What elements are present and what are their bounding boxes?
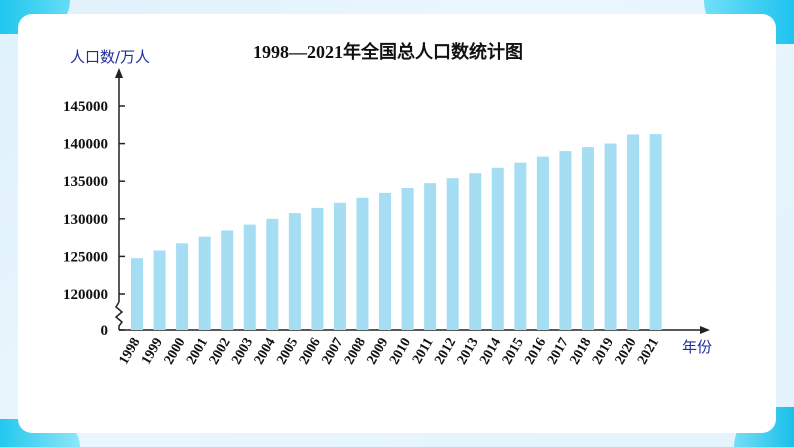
x-tick-label: 2001: [184, 336, 211, 368]
bar-1998: [131, 258, 143, 330]
bar-2003: [243, 224, 256, 330]
x-tick-label: 2019: [590, 336, 617, 368]
y-tick-label: 145000: [63, 99, 108, 115]
x-tick-label: 2002: [207, 336, 234, 368]
bar-2020: [627, 134, 640, 330]
x-tick-label: 2014: [477, 336, 504, 368]
bar-2017: [559, 151, 572, 330]
bar-2009: [379, 192, 392, 330]
x-tick-label: 2003: [229, 336, 256, 368]
bar-2021: [649, 134, 662, 330]
bar-2002: [221, 230, 234, 330]
y-axis-label: 人口数/万人: [70, 48, 150, 66]
x-tick-label: 2011: [410, 336, 437, 367]
bar-2014: [491, 167, 504, 330]
bar-1999: [153, 250, 166, 330]
bar-2004: [266, 218, 279, 330]
y-tick-label: 130000: [63, 212, 108, 228]
x-tick-label: 2000: [162, 336, 189, 368]
x-tick-label: 2018: [567, 336, 594, 368]
x-axis-label: 年份: [682, 338, 712, 356]
x-tick-label: 1998: [116, 336, 143, 368]
bar-2008: [356, 197, 369, 330]
x-tick-label: 2010: [387, 336, 414, 368]
y-axis-arrow: [115, 68, 123, 78]
x-tick-label: 2017: [545, 336, 572, 368]
x-tick-label: 2015: [500, 336, 527, 368]
x-tick-label: 2006: [297, 336, 324, 368]
x-tick-label: 1999: [139, 336, 166, 368]
y-tick-label: 125000: [63, 249, 108, 265]
y-tick-label: 0: [101, 323, 109, 339]
x-tick-label: 2013: [455, 336, 482, 368]
x-tick-label: 2016: [522, 336, 549, 368]
bar-2011: [424, 183, 437, 330]
bar-2001: [198, 236, 211, 330]
x-tick-label: 2008: [342, 336, 369, 368]
bar-2006: [311, 207, 324, 330]
x-tick-label: 2021: [635, 336, 662, 368]
bar-2007: [333, 202, 346, 330]
bar-2013: [469, 173, 482, 330]
y-tick-label: 120000: [63, 287, 108, 303]
x-tick-label: 2004: [252, 336, 279, 368]
y-axis-break: [114, 301, 124, 330]
x-tick-label: 2020: [613, 336, 640, 368]
x-tick-label: 2012: [432, 336, 459, 368]
x-tick-label: 2005: [274, 336, 301, 368]
bar-2012: [446, 178, 459, 330]
y-tick-label: 135000: [63, 174, 108, 190]
bar-2019: [604, 143, 617, 330]
bar-2016: [536, 156, 549, 330]
x-tick-label: 2009: [365, 336, 392, 368]
x-axis-arrow: [700, 326, 710, 334]
bar-2005: [288, 213, 301, 330]
bar-2015: [514, 162, 527, 330]
bar-2018: [582, 147, 594, 330]
y-tick-label: 140000: [63, 137, 108, 153]
bar-2000: [176, 243, 189, 330]
chart-title: 1998—2021年全国总人口数统计图: [253, 41, 523, 62]
x-tick-label: 2007: [319, 336, 346, 368]
bar-2010: [401, 188, 414, 330]
